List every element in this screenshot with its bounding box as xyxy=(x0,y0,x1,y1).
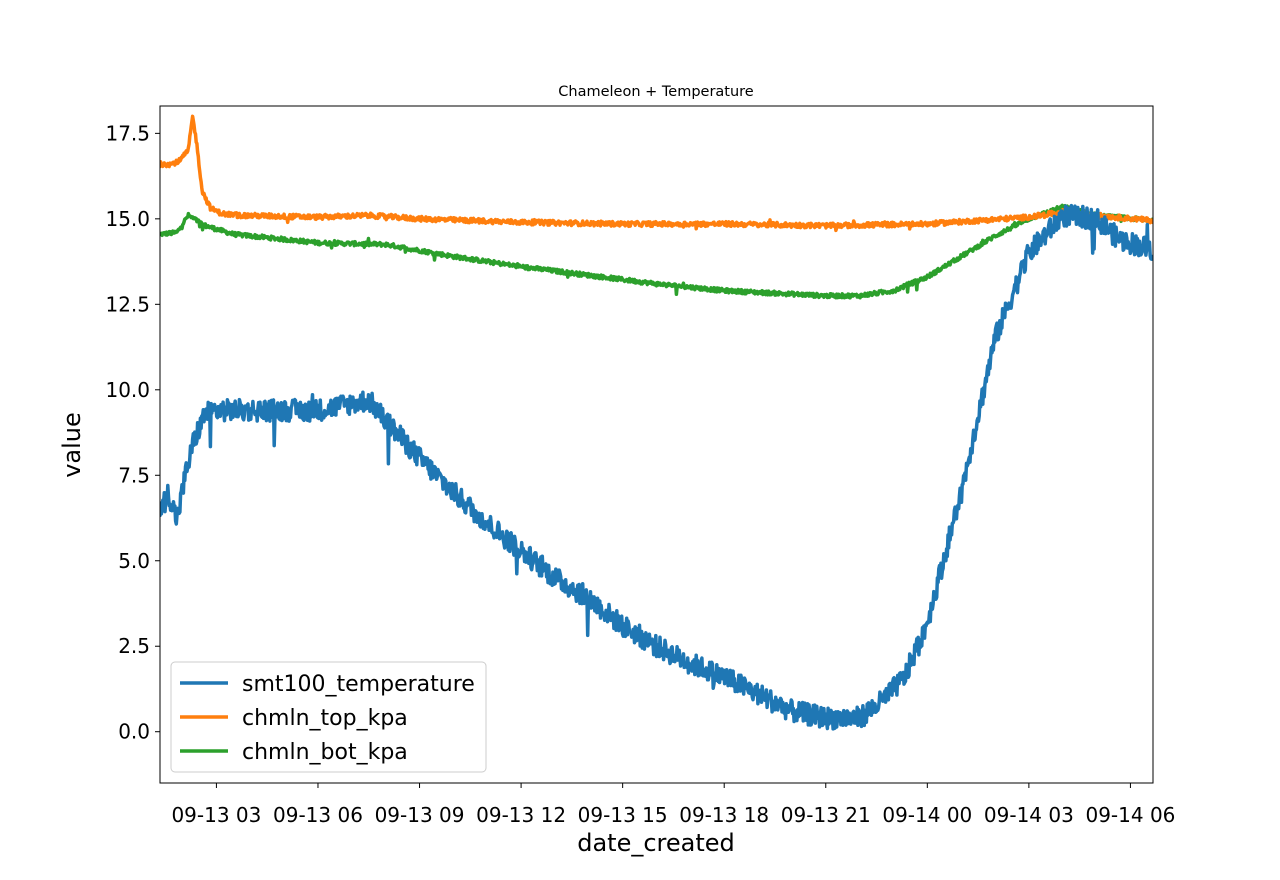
legend-label: chmln_top_kpa xyxy=(242,706,408,731)
x-axis-label: date_created xyxy=(577,829,735,857)
y-tick-label: 17.5 xyxy=(105,121,150,145)
legend-label: smt100_temperature xyxy=(242,672,475,697)
y-tick-label: 15.0 xyxy=(105,207,150,231)
legend-box xyxy=(170,661,487,773)
y-tick-label: 2.5 xyxy=(118,634,150,658)
x-tick-label: 09-13 09 xyxy=(375,803,465,827)
x-axis: 09-13 03 09-13 06 09-13 09 09-13 12 09-13 15… xyxy=(171,783,1175,827)
x-tick-label: 09-14 00 xyxy=(882,803,972,827)
legend-label: chmln_bot_kpa xyxy=(242,740,408,765)
plot-area xyxy=(159,105,1154,784)
series-line-chmln-bot-kpa xyxy=(160,203,1153,300)
x-tick-label: 09-13 18 xyxy=(679,803,769,827)
y-tick-label: 0.0 xyxy=(118,720,150,744)
legend: smt100_temperature chmln_top_kpa chmln_bot… xyxy=(170,661,487,773)
y-axis: 0.0 2.5 5.0 7.5 10.0 12.5 15.0 17.5 xyxy=(105,121,160,744)
y-tick-label: 7.5 xyxy=(118,463,150,487)
x-tick-label: 09-13 21 xyxy=(781,803,871,827)
chart-title: Chameleon + Temperature xyxy=(558,84,754,100)
y-tick-label: 12.5 xyxy=(105,292,150,316)
x-tick-label: 09-14 06 xyxy=(1085,803,1175,827)
y-axis-label: value xyxy=(58,412,86,478)
series-layer xyxy=(160,114,1153,731)
y-tick-label: 5.0 xyxy=(118,549,150,573)
x-tick-label: 09-13 06 xyxy=(273,803,363,827)
x-tick-label: 09-13 15 xyxy=(578,803,668,827)
series-line-smt100-temperature xyxy=(160,203,1153,731)
x-tick-label: 09-13 03 xyxy=(171,803,261,827)
y-tick-label: 10.0 xyxy=(105,378,150,402)
x-tick-label: 09-13 12 xyxy=(476,803,566,827)
plot-frame xyxy=(159,105,1154,784)
series-line-chmln-top-kpa xyxy=(160,114,1153,233)
x-tick-label: 09-14 03 xyxy=(984,803,1074,827)
